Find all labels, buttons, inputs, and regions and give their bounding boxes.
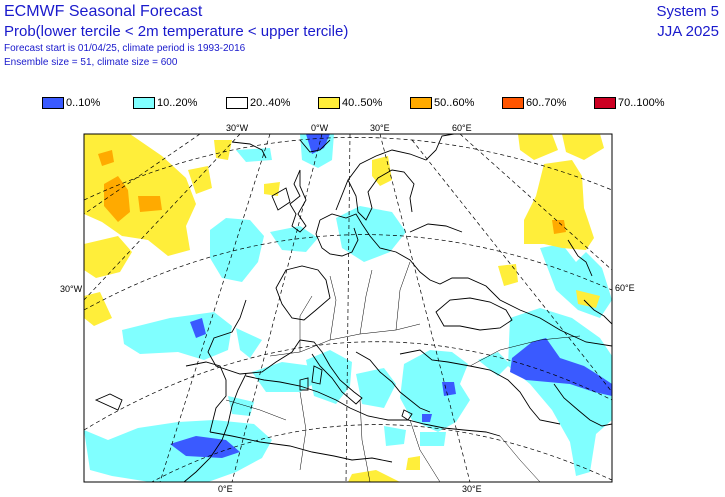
legend-label: 20..40% xyxy=(250,97,291,109)
probability-field xyxy=(84,134,612,482)
lon-label-left: 30°W xyxy=(60,284,83,294)
prob-0-10-areas xyxy=(170,134,612,458)
forecast-info: Forecast start is 01/04/25, climate peri… xyxy=(4,43,246,54)
legend-swatch xyxy=(42,97,64,109)
system-block: System 5 JJA 2025 xyxy=(656,2,719,42)
legend-label: 50..60% xyxy=(434,97,475,109)
lon-label-right: 60°E xyxy=(615,283,635,293)
lon-label-bottom: 0°E xyxy=(218,484,233,494)
lon-label-top: 30°W xyxy=(226,123,249,133)
legend-swatch xyxy=(318,97,340,109)
legend-swatch xyxy=(594,97,616,109)
lon-label-bottom: 30°E xyxy=(462,484,482,494)
legend-label: 10..20% xyxy=(157,97,198,109)
coastlines xyxy=(94,134,612,482)
legend-label: 0..10% xyxy=(66,97,101,109)
legend-swatch xyxy=(410,97,432,109)
graticule xyxy=(84,134,612,482)
lon-label-top: 30°E xyxy=(370,123,390,133)
map-frame xyxy=(83,133,613,483)
legend-label: 40..50% xyxy=(342,97,383,109)
legend-item: 70..100% xyxy=(594,95,664,111)
prob-50-60-areas xyxy=(98,150,566,234)
legend-swatch xyxy=(226,97,248,109)
system-label: System 5 xyxy=(656,3,719,20)
title-block: ECMWF Seasonal Forecast Prob(lower terci… xyxy=(4,2,348,70)
legend-item: 0..10% xyxy=(42,95,100,111)
legend-label: 60..70% xyxy=(526,97,567,109)
legend-swatch xyxy=(502,97,524,109)
legend-swatch xyxy=(133,97,155,109)
legend-item: 60..70% xyxy=(502,95,566,111)
ensemble-info: Ensemble size = 51, climate size = 600 xyxy=(4,57,178,68)
legend-item: 40..50% xyxy=(318,95,382,111)
lon-label-top: 60°E xyxy=(452,123,472,133)
legend-item: 10..20% xyxy=(133,95,197,111)
country-borders xyxy=(225,261,581,482)
map-subtitle: Prob(lower tercile < 2m temperature < up… xyxy=(4,23,349,40)
prob-40-50-areas xyxy=(84,134,604,482)
lon-label-top: 0°W xyxy=(311,123,329,133)
map-title: ECMWF Seasonal Forecast xyxy=(4,3,203,20)
legend: 0..10% 10..20% 20..40% 40..50% 50..60% 6… xyxy=(0,95,725,111)
legend-item: 20..40% xyxy=(226,95,290,111)
legend-label: 70..100% xyxy=(618,97,665,109)
legend-item: 50..60% xyxy=(410,95,474,111)
season-label: JJA 2025 xyxy=(657,23,719,40)
